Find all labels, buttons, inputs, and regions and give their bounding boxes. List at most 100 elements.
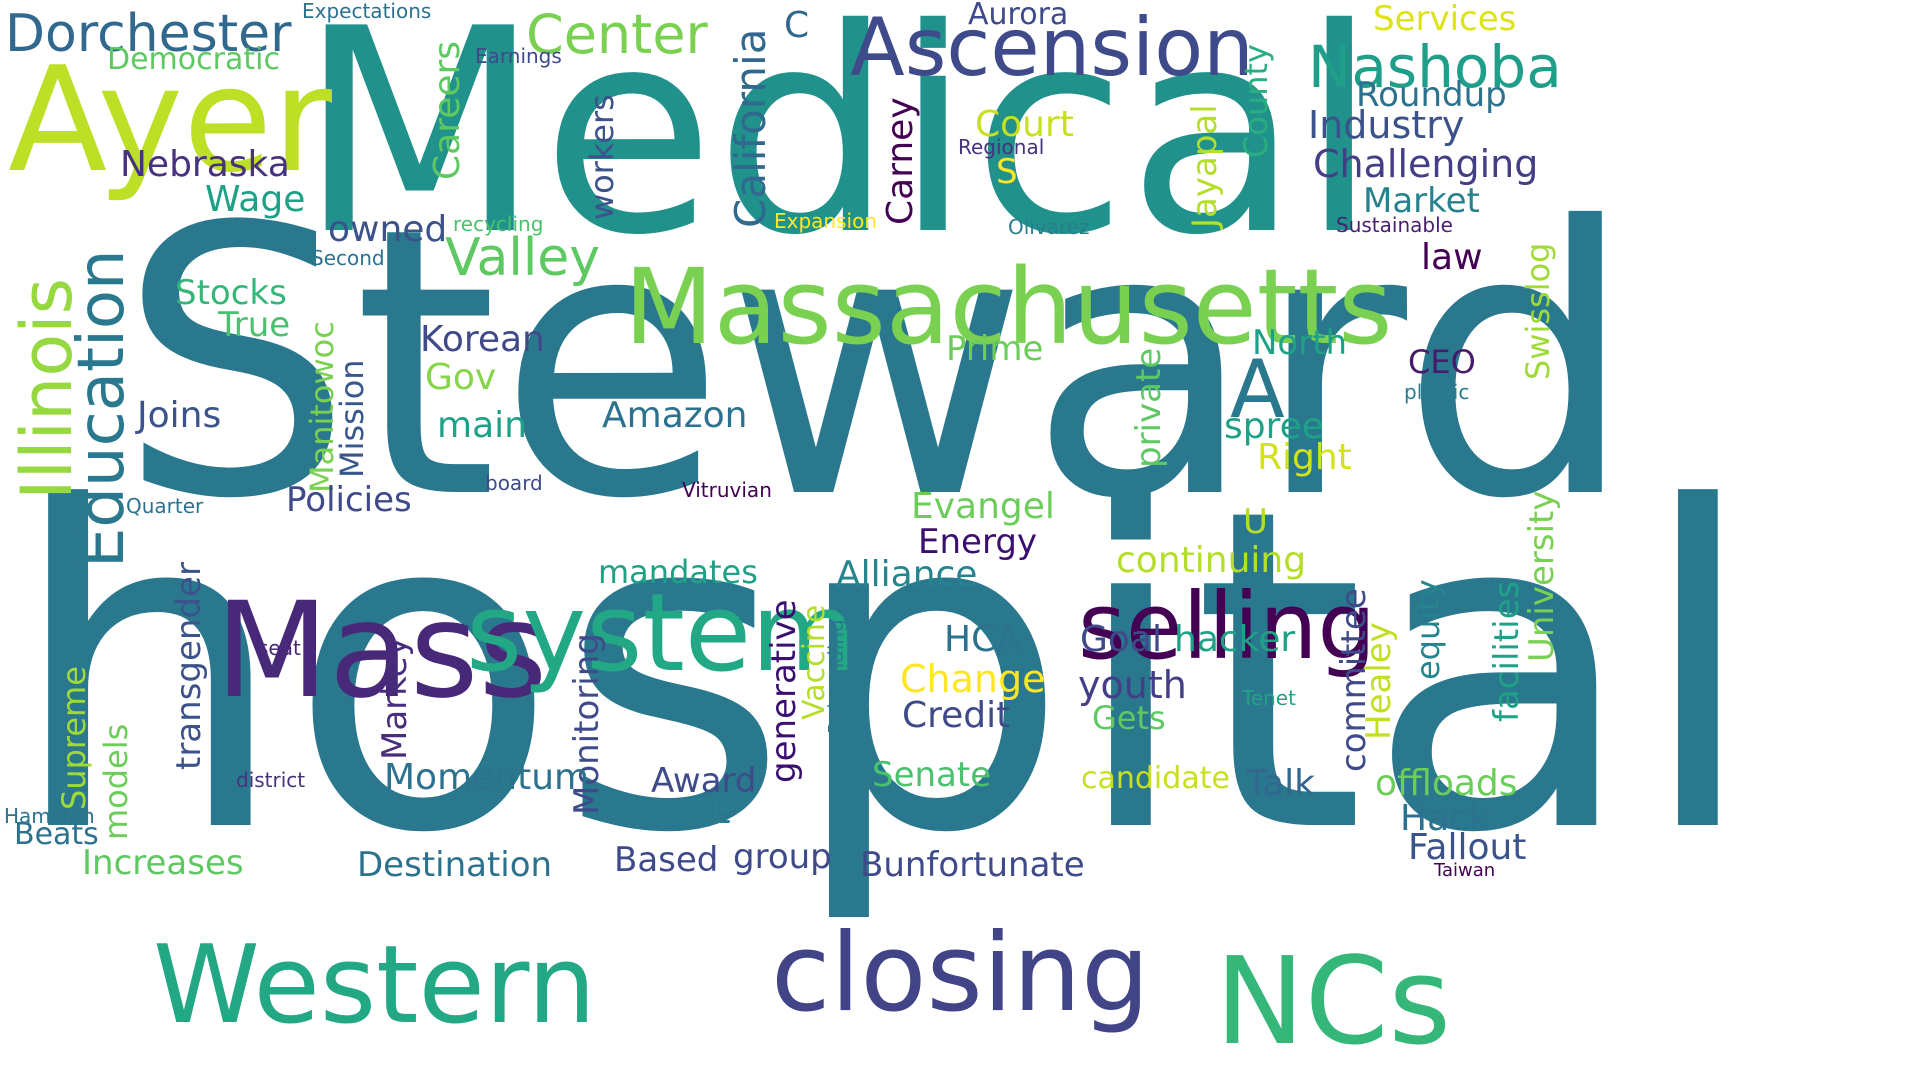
word-models: models — [97, 723, 135, 840]
word-transgender: transgender — [169, 562, 209, 770]
word-destination: Destination — [357, 845, 553, 885]
word-california: California — [726, 28, 775, 228]
word-equity: equity — [1409, 579, 1447, 680]
word-second: Second — [311, 246, 385, 270]
word-quarter: Quarter — [126, 494, 204, 518]
word-group: group — [733, 837, 832, 877]
word-fallout: Fallout — [1408, 827, 1527, 868]
word-earnings: Earnings — [475, 44, 562, 68]
word-nashoba: Nashoba — [1308, 33, 1562, 101]
word-hca: HCA — [944, 619, 1021, 660]
word-continuing: continuing — [1116, 540, 1307, 581]
word-market: Market — [1363, 181, 1480, 221]
word-democratic: Democratic — [107, 42, 280, 77]
word-momentum: Momentum — [384, 757, 590, 798]
word-swisslog: Swisslog — [1519, 242, 1557, 381]
word-workers: workers — [583, 94, 621, 220]
word-expansion: Expansion — [774, 209, 877, 233]
word-alliance: Alliance — [836, 554, 978, 595]
word-markey: Markey — [375, 636, 415, 760]
word-hospital: hospital — [8, 416, 1760, 930]
word-hacker: hacker — [1174, 619, 1296, 660]
word-ge: GE — [684, 792, 732, 832]
word-right: Right — [1257, 437, 1352, 478]
word-gets: Gets — [1092, 699, 1166, 737]
word-seat: seat — [258, 636, 301, 660]
word-korean: Korean — [420, 319, 545, 360]
word-senate: Senate — [872, 755, 992, 795]
word-stocks: Stocks — [175, 273, 287, 313]
word-ascension: Ascension — [850, 1, 1254, 94]
word-sustainable: Sustainable — [1336, 213, 1453, 237]
word-plastic: plastic — [1404, 380, 1470, 404]
word-bunfortunate: Bunfortunate — [860, 845, 1085, 885]
word-law: law — [1421, 237, 1483, 278]
word-selling: selling — [1078, 573, 1376, 680]
word-county: County — [1237, 44, 1275, 158]
word-true: True — [218, 305, 291, 345]
word-recycling: recycling — [453, 212, 544, 236]
word-supreme: Supreme — [55, 666, 93, 810]
word-aurora: Aurora — [968, 0, 1069, 32]
word-nebraska: Nebraska — [120, 144, 290, 185]
word-change: Change — [900, 657, 1046, 701]
word-talk: Talk — [1246, 763, 1315, 804]
word-facilities: facilities — [1487, 580, 1527, 722]
word-candidate: candidate — [1081, 761, 1230, 796]
word-gov: Gov — [425, 357, 497, 398]
word-generative: generative — [764, 599, 804, 783]
word-ceo: CEO — [1408, 343, 1476, 381]
word-offloads: offloads — [1375, 763, 1518, 804]
word-expectations: Expectations — [302, 0, 432, 23]
word-c: C — [784, 5, 810, 46]
word-prime: Prime — [946, 329, 1044, 369]
word-credit: Credit — [902, 695, 1011, 736]
word-healey: Healey — [1359, 622, 1399, 740]
word-olivarez: Olivarez — [1008, 215, 1090, 239]
word-goal: Goal — [1080, 619, 1162, 660]
word-private: private — [1129, 347, 1169, 468]
word-closing: closing — [771, 911, 1150, 1036]
word-services: Services — [1373, 0, 1517, 39]
word-increases: Increases — [82, 843, 244, 883]
word-rebranding: Rebranding — [824, 619, 848, 734]
word-award: Award — [651, 761, 757, 801]
word-medical: Medical — [298, 0, 1379, 297]
word-vitruvian: Vitruvian — [682, 478, 772, 502]
word-mandates: mandates — [598, 553, 758, 591]
word-owned: owned — [328, 209, 448, 250]
word-north: North — [1252, 323, 1348, 363]
word-carney: Carney — [880, 97, 921, 225]
word-wage: Wage — [205, 179, 306, 220]
word-regional: Regional — [958, 135, 1045, 159]
word-hack: Hack — [1400, 798, 1490, 839]
word-roundup: Roundup — [1356, 75, 1507, 115]
word-industry: Industry — [1308, 103, 1465, 147]
word-mass: Mass — [215, 574, 548, 728]
word-dorchester: Dorchester — [5, 4, 292, 64]
word-hamilton: Hamilton — [4, 804, 95, 828]
word-western: Western — [153, 923, 596, 1048]
word-main: main — [437, 405, 527, 446]
word-tenet: Tenet — [1242, 686, 1296, 710]
word-youth: youth — [1078, 663, 1187, 707]
word-based: Based — [614, 840, 719, 880]
word-court: Court — [975, 104, 1074, 145]
word-valley: Valley — [445, 228, 601, 288]
word-challenging: Challenging — [1313, 142, 1539, 186]
word-ayer: Ayer — [8, 36, 332, 205]
word-ncs: NCs — [1215, 933, 1452, 1072]
word-evangel: Evangel — [911, 486, 1055, 527]
word-steward: Steward — [118, 150, 1636, 580]
word-beats: Beats — [14, 817, 99, 852]
word-ai: AI — [1230, 343, 1309, 436]
word-taiwan: Taiwan — [1434, 860, 1496, 881]
word-district: district — [236, 768, 306, 792]
word-mission: Mission — [333, 359, 371, 478]
word-s: S — [996, 152, 1018, 192]
word-policies: Policies — [286, 480, 412, 520]
word-spree: spree — [1224, 406, 1324, 447]
word-university: University — [1522, 490, 1562, 662]
word-amazon: Amazon — [602, 395, 748, 436]
